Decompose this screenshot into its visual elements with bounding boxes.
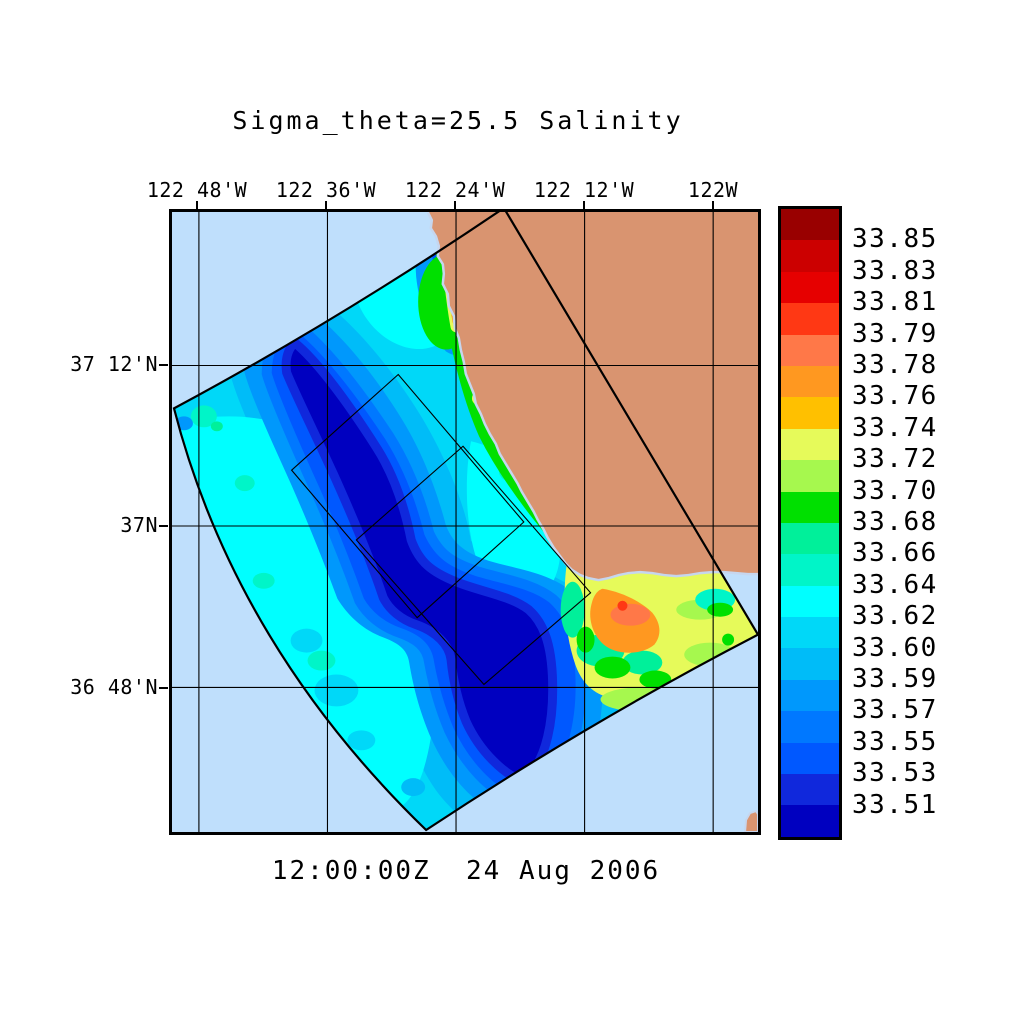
peninsula-land (744, 809, 758, 832)
map-plot-area (169, 209, 761, 835)
nested-domain-2 (355, 445, 592, 686)
colorbar-band-3 (781, 303, 839, 335)
colorbar-label-3: 33.79 (852, 318, 938, 349)
colorbar-label-1: 33.83 (852, 255, 938, 286)
x-tick-mark (196, 201, 198, 209)
colorbar-label-16: 33.55 (852, 726, 938, 757)
x-tick-mark (712, 201, 714, 209)
colorbar-label-0: 33.85 (852, 224, 938, 255)
colorbar-label-9: 33.68 (852, 507, 938, 537)
colorbar-band-6 (781, 397, 839, 429)
colorbar-band-2 (781, 271, 839, 304)
colorbar-band-16 (781, 711, 839, 743)
colorbar-band-10 (781, 522, 839, 555)
colorbar-band-17 (781, 742, 839, 775)
colorbar-label-18: 33.51 (852, 789, 938, 820)
y-tick-mark (159, 525, 168, 527)
timestamp-label: 12:00:00Z 24 Aug 2006 (271, 856, 661, 886)
colorbar-band-4 (781, 334, 839, 366)
colorbar-band-13 (781, 617, 839, 649)
y-axis-label-1: 37N (120, 513, 158, 537)
colorbar-band-14 (781, 648, 839, 680)
colorbar-band-15 (781, 679, 839, 712)
x-tick-mark (325, 201, 327, 209)
colorbar-label-5: 33.76 (852, 381, 938, 412)
colorbar-label-15: 33.57 (852, 695, 938, 726)
colorbar (778, 206, 842, 840)
colorbar-band-18 (781, 774, 839, 806)
colorbar-label-4: 33.78 (852, 350, 938, 380)
colorbar-band-12 (781, 585, 839, 618)
colorbar-band-0 (781, 209, 839, 241)
colorbar-label-13: 33.60 (852, 632, 938, 663)
x-axis-label-1: 122 36'W (275, 178, 377, 202)
colorbar-band-1 (781, 240, 839, 272)
colorbar-band-5 (781, 365, 839, 398)
colorbar-band-8 (781, 460, 839, 492)
x-tick-mark (454, 201, 456, 209)
colorbar-band-19 (781, 805, 839, 837)
x-axis-label-3: 122 12'W (533, 178, 635, 202)
y-axis-label-2: 36 48'N (70, 675, 158, 699)
x-axis-label-2: 122 24'W (404, 178, 506, 202)
y-axis-label-0: 37 12'N (70, 352, 158, 376)
land-mass (429, 212, 758, 579)
x-axis-label-4: 122W (687, 178, 739, 202)
x-tick-mark (583, 201, 585, 209)
colorbar-label-8: 33.70 (852, 475, 938, 506)
colorbar-band-9 (781, 491, 839, 523)
colorbar-band-7 (781, 428, 839, 461)
colorbar-label-7: 33.72 (852, 444, 938, 475)
colorbar-label-2: 33.81 (852, 287, 938, 318)
x-axis-label-0: 122 48'W (146, 178, 248, 202)
y-tick-mark (159, 364, 168, 366)
colorbar-label-12: 33.62 (852, 601, 938, 632)
colorbar-label-6: 33.74 (852, 412, 938, 443)
colorbar-label-17: 33.53 (852, 758, 938, 789)
page-title: Sigma_theta=25.5 Salinity (232, 106, 684, 135)
nested-domain-1 (290, 373, 525, 619)
y-tick-mark (159, 687, 168, 689)
model-domain-outline (172, 212, 758, 832)
colorbar-label-11: 33.64 (852, 569, 938, 600)
colorbar-label-10: 33.66 (852, 538, 938, 569)
salinity-map (172, 212, 758, 832)
colorbar-band-11 (781, 554, 839, 586)
colorbar-label-14: 33.59 (852, 664, 938, 694)
